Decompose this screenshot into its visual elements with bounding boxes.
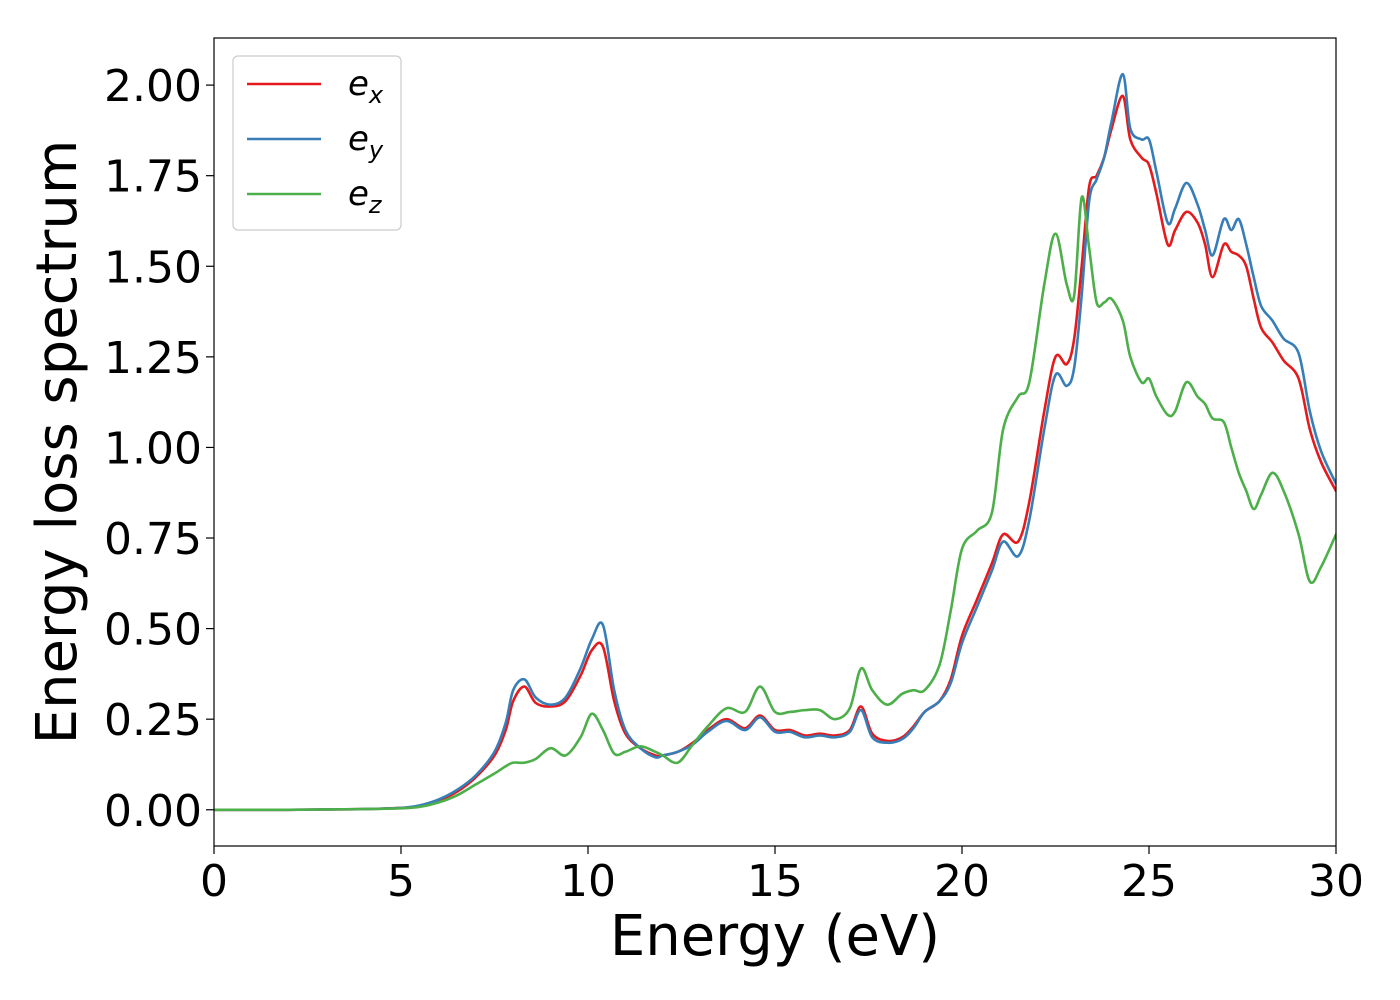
y-tick-label: 0.25 — [104, 695, 202, 746]
series-line-z — [214, 195, 1336, 812]
legend-label-x: ex — [348, 64, 384, 109]
y-tick-label: 0.50 — [104, 605, 202, 656]
legend: ex ey ez — [232, 55, 402, 231]
legend-label-y: ey — [348, 119, 384, 164]
x-tick-label: 15 — [747, 856, 803, 907]
x-tick-label: 5 — [387, 856, 415, 907]
y-tick-label: 1.75 — [104, 152, 202, 203]
y-tick-label: 0.00 — [104, 786, 202, 837]
x-tick-label: 10 — [560, 856, 616, 907]
x-tick-label: 0 — [200, 856, 228, 907]
x-axis-title: Energy (eV) — [610, 904, 940, 969]
series-layer — [214, 72, 1336, 812]
y-tick-label: 1.00 — [104, 423, 202, 474]
y-tick-label: 1.50 — [104, 242, 202, 293]
x-tick-label: 30 — [1308, 856, 1364, 907]
series-line-y — [214, 72, 1336, 812]
x-tick-label: 25 — [1121, 856, 1177, 907]
y-tick-label: 1.25 — [104, 333, 202, 384]
y-tick-label: 2.00 — [104, 61, 202, 112]
legend-box — [232, 55, 402, 231]
y-axis-title: Energy loss spectrum — [25, 140, 90, 745]
legend-label-z: ez — [348, 174, 383, 219]
y-axis: 0.00 0.25 0.50 0.75 1.00 1.25 1.50 1.75 2.00 — [104, 61, 214, 837]
x-tick-label: 20 — [934, 856, 990, 907]
y-tick-label: 0.75 — [104, 514, 202, 565]
x-axis: 0 5 10 15 20 25 30 — [200, 846, 1364, 907]
